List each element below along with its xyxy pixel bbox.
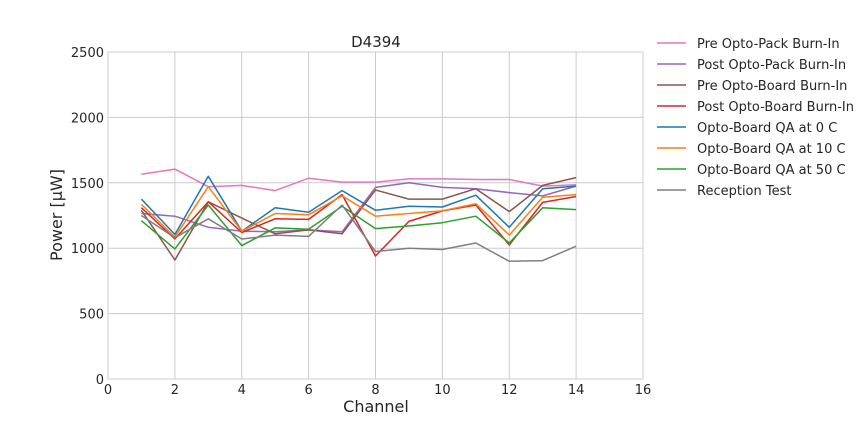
- x-tick-label: 0: [104, 383, 112, 398]
- y-tick-label: 1000: [71, 242, 104, 257]
- x-tick-label: 4: [238, 383, 246, 398]
- x-tick-label: 12: [501, 383, 518, 398]
- x-tick-label: 16: [635, 383, 652, 398]
- legend-label: Opto-Board QA at 0 C: [697, 121, 837, 136]
- x-tick-label: 8: [371, 383, 379, 398]
- legend-label: Post Opto-Board Burn-In: [697, 100, 854, 115]
- series-line-7: [140, 204, 577, 263]
- legend-label: Pre Opto-Board Burn-In: [697, 79, 847, 94]
- tick-labels: 0 2 4 6 8 10 12 14 16 0 500 1000 1500 2000 2500: [71, 46, 651, 398]
- series-line-2: [140, 176, 577, 261]
- x-tick-label: 10: [434, 383, 451, 398]
- series-line-1: [141, 182, 577, 233]
- y-axis-label: Power [μW]: [47, 169, 66, 261]
- legend-label: Opto-Board QA at 50 C: [697, 163, 846, 178]
- chart-title: D4394: [351, 33, 401, 51]
- y-tick-label: 2000: [71, 111, 104, 126]
- legend-label: Pre Opto-Pack Burn-In: [697, 37, 840, 52]
- y-tick-label: 1500: [71, 177, 104, 192]
- x-tick-label: 2: [171, 383, 179, 398]
- legend: Pre Opto-Pack Burn-In Post Opto-Pack Burn…: [657, 37, 854, 199]
- legend-label: Opto-Board QA at 10 C: [697, 142, 846, 157]
- x-axis-label: Channel: [343, 397, 409, 416]
- series-line-6: [140, 204, 577, 250]
- y-tick-label: 500: [79, 308, 104, 323]
- series-line-5: [140, 185, 577, 238]
- y-tick-label: 2500: [71, 46, 104, 61]
- y-tick-label: 0: [96, 373, 104, 388]
- legend-label: Post Opto-Pack Burn-In: [697, 58, 846, 73]
- series-line-4: [140, 175, 577, 236]
- x-tick-label: 6: [304, 383, 312, 398]
- x-tick-label: 14: [568, 383, 585, 398]
- plot-frame: [107, 51, 644, 380]
- series-layer: [140, 168, 577, 263]
- legend-label: Reception Test: [697, 184, 791, 199]
